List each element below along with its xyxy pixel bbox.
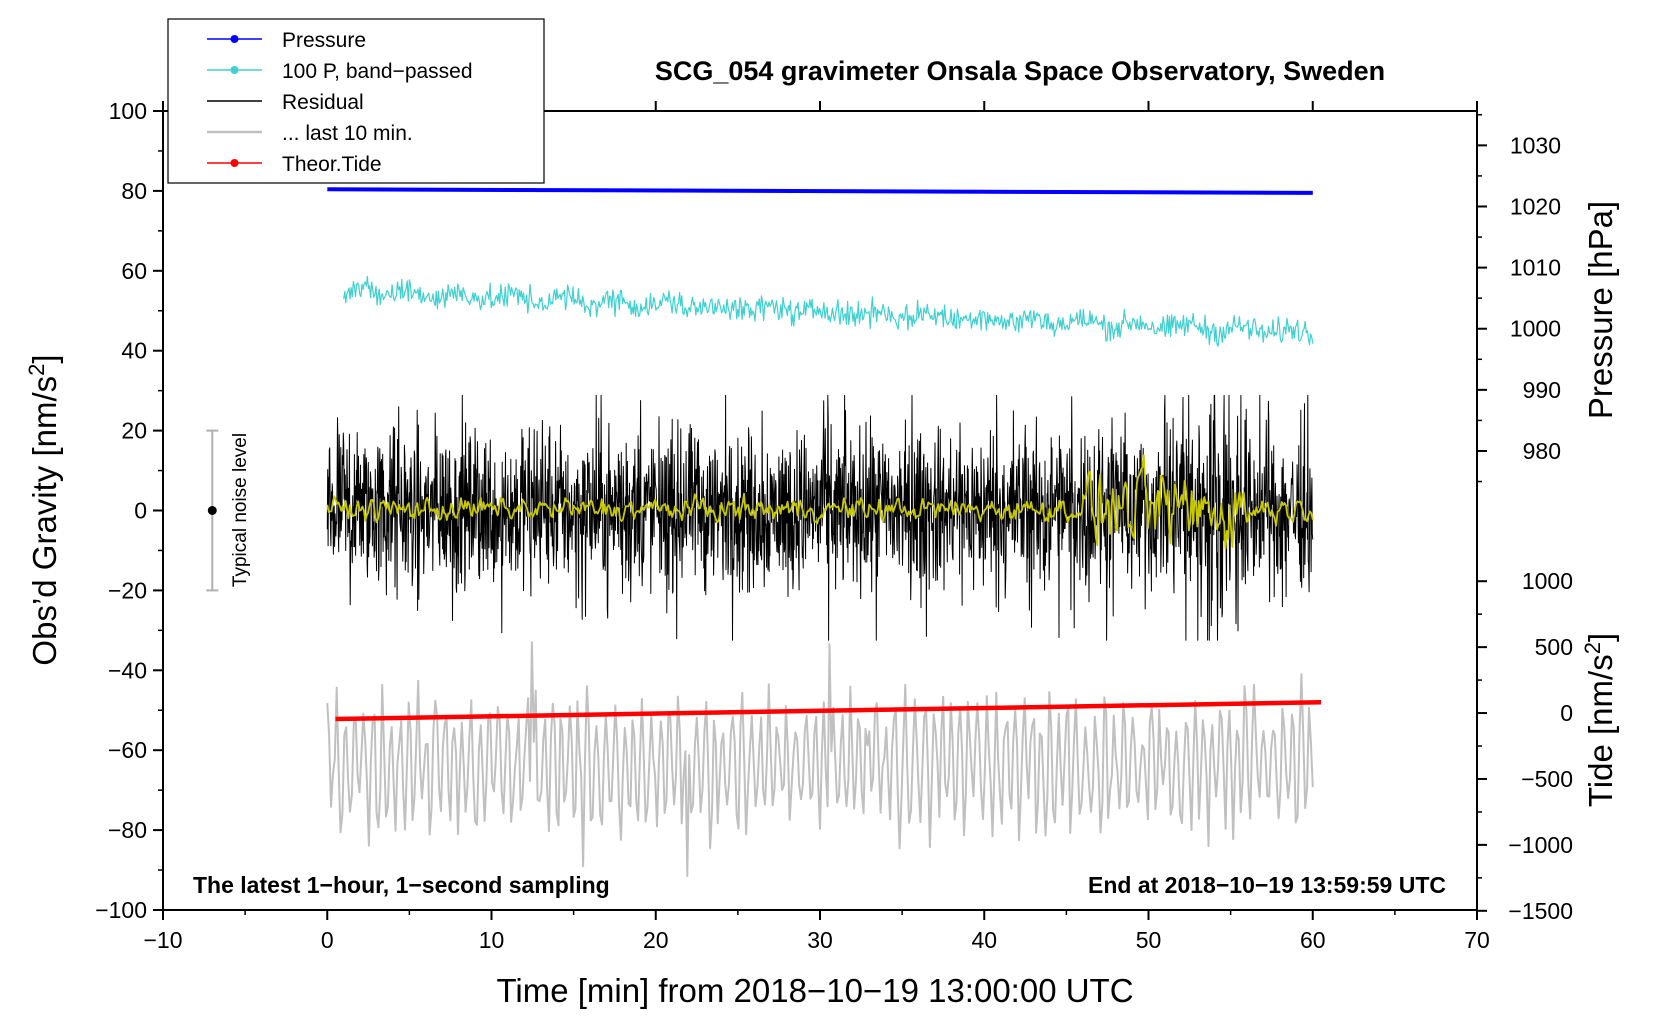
y-axis-left-title: Obs’d Gravity [nm/s2]: [24, 354, 63, 665]
x-tick-label: 50: [1136, 927, 1162, 953]
y-axis-tide-title: Tide [nm/s2]: [1580, 633, 1619, 807]
legend-label: Residual: [282, 91, 364, 114]
y-tick-label: 80: [121, 178, 147, 204]
legend-marker: [230, 35, 239, 43]
series-smoothed-residual: [326, 454, 1314, 550]
y-axis-tide-title-base: Tide [nm/s: [1582, 654, 1619, 807]
y-axis-left-title-end: ]: [26, 354, 63, 363]
y-axis-pressure-title: Pressure [hPa]: [1582, 201, 1619, 419]
y-tick-label: −60: [108, 737, 147, 763]
pressure-tick-label: 1030: [1510, 132, 1561, 158]
series-pressure: [327, 187, 1313, 195]
sampling-note: The latest 1−hour, 1−second sampling: [193, 872, 610, 898]
chart-title: SCG_054 gravimeter Onsala Space Observat…: [655, 56, 1385, 86]
legend-label: Theor.Tide: [282, 153, 382, 176]
series-last-10-min: [326, 641, 1314, 877]
x-tick-label: 70: [1464, 927, 1490, 953]
y-axis-tide-title-end: ]: [1582, 633, 1619, 642]
x-tick-label: 30: [807, 927, 833, 953]
x-tick-label: −10: [143, 927, 182, 953]
y-axis-pressure: 980 990 1000 1010 1020 1030: [1477, 114, 1561, 483]
y-axis-tide: −1500 −1000 −500 0 500 1000: [1477, 568, 1573, 924]
series-layer: [326, 187, 1322, 877]
y-tick-label: −100: [95, 897, 147, 923]
x-tick-label: 10: [479, 927, 505, 953]
x-axis-title: Time [min] from 2018−10−19 13:00:00 UTC: [496, 972, 1133, 1009]
y-tick-label: 40: [121, 338, 147, 364]
tide-tick-label: −1500: [1508, 898, 1573, 924]
y-tick-label: −40: [108, 657, 147, 683]
y-axis-left-title-sup: 2: [24, 364, 49, 376]
y-tick-label: −80: [108, 817, 147, 843]
noise-level-marker: [206, 429, 219, 592]
tide-tick-label: 1000: [1522, 568, 1573, 594]
tide-tick-label: −500: [1521, 766, 1573, 792]
y-tick-label: 100: [109, 98, 147, 124]
x-tick-label: 40: [971, 927, 997, 953]
series-theoretical-tide: [335, 700, 1322, 722]
series-band-passed-pressure: [343, 275, 1314, 347]
x-tick-label: 60: [1300, 927, 1326, 953]
y-axis-tide-title-sup: 2: [1580, 642, 1605, 654]
end-time-note: End at 2018−10−19 13:59:59 UTC: [1088, 872, 1446, 898]
legend-marker: [230, 66, 239, 74]
pressure-tick-label: 1000: [1510, 316, 1561, 342]
tide-tick-label: 500: [1535, 634, 1573, 660]
legend-label: ... last 10 min.: [282, 122, 413, 145]
tide-tick-label: −1000: [1508, 832, 1573, 858]
pressure-tick-label: 1010: [1510, 255, 1561, 281]
pressure-tick-label: 990: [1523, 377, 1561, 403]
y-axis-left-title-base: Obs’d Gravity [nm/s: [26, 376, 63, 666]
legend-marker: [230, 159, 239, 167]
x-tick-label: 0: [321, 927, 334, 953]
noise-level-label: Typical noise level: [230, 433, 251, 587]
series-residual: [326, 394, 1314, 641]
x-axis: −10 0 10 20 30 40 50 60 70: [143, 101, 1490, 953]
pressure-tick-label: 980: [1523, 438, 1561, 464]
y-tick-label: 60: [121, 258, 147, 284]
y-tick-label: 20: [121, 418, 147, 444]
y-axis-left: −100 −80 −60 −40 −20 0 20 40 60 80 100: [95, 98, 163, 923]
legend-label: 100 P, band−passed: [282, 60, 473, 83]
legend-label: Pressure: [282, 29, 366, 52]
x-tick-label: 20: [643, 927, 669, 953]
pressure-tick-label: 1020: [1510, 193, 1561, 219]
y-tick-label: 0: [134, 498, 147, 524]
legend: Pressure 100 P, band−passed Residual ... la…: [167, 18, 545, 184]
y-tick-label: −20: [108, 577, 147, 603]
noise-center-dot: [207, 506, 217, 515]
tide-tick-label: 0: [1560, 700, 1573, 726]
